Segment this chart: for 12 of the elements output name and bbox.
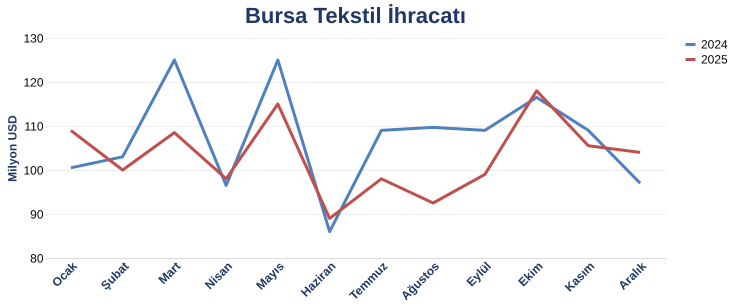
legend-label: 2024 xyxy=(701,38,728,52)
y-tick-label: 90 xyxy=(30,208,44,222)
y-tick-label: 120 xyxy=(23,76,44,90)
line-series xyxy=(69,58,642,234)
y-tick-label: 80 xyxy=(30,252,44,266)
y-axis-title: Milyon USD xyxy=(5,114,20,182)
chart-title: Bursa Tekstil İhracatı xyxy=(245,3,466,28)
legend-label: 2025 xyxy=(701,52,728,66)
y-tick-label: 130 xyxy=(23,32,44,46)
y-tick-label: 100 xyxy=(23,164,44,178)
y-tick-label: 110 xyxy=(24,120,44,134)
line-series xyxy=(69,89,642,220)
